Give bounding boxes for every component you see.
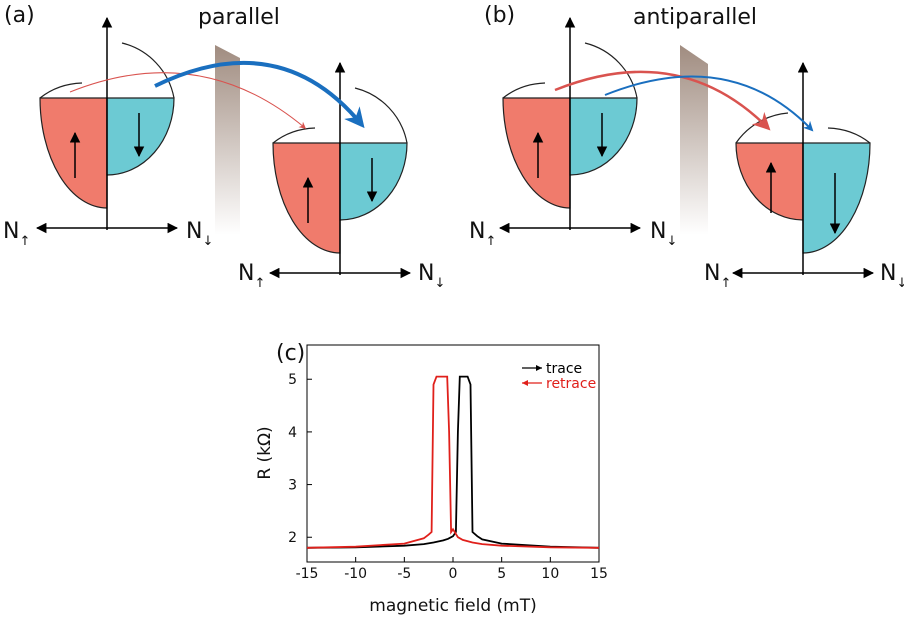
tunnel-arrow [69,72,307,129]
tunnel-arrow [154,60,365,129]
barrier [680,45,708,235]
x-tick-label: 0 [449,566,458,582]
axis-label: N↑ [3,219,30,249]
x-axis-label: magnetic field (mT) [369,596,536,616]
panel-title: antiparallel [633,5,757,30]
panel-title: parallel [198,5,280,30]
axis-label: N↑ [704,261,731,291]
x-tick-label: 5 [497,566,506,582]
x-tick-label: -5 [397,566,411,582]
tunnel-arrow [554,70,771,131]
tunnel-arrow [604,75,814,132]
dos [500,18,640,230]
y-tick-label: 5 [288,372,297,388]
dos [733,63,873,275]
axis-label: N↓ [418,261,445,291]
data-line [306,375,600,549]
axis-label: N↓ [650,219,677,249]
legend-label: retrace [546,376,596,392]
y-axis-label: R (kΩ) [255,426,275,479]
axis-label: N↓ [186,219,213,249]
x-tick-label: -15 [296,566,319,582]
x-tick-label: 10 [541,566,559,582]
x-tick-label: -10 [344,566,367,582]
x-tick-label: 15 [590,566,608,582]
y-tick-label: 2 [288,530,297,546]
legend-label: trace [546,361,582,377]
y-tick-label: 4 [288,425,297,441]
y-tick-label: 3 [288,478,297,494]
legend-arrowhead [536,365,542,371]
data-line [306,375,600,549]
axis-label: N↑ [469,219,496,249]
panel-label: (b) [484,3,515,28]
dos [37,18,177,230]
axis-label: N↑ [238,261,265,291]
axis-label: N↓ [880,261,904,291]
panel-label: (c) [276,341,305,366]
legend-arrowhead [522,380,528,386]
dos [270,63,410,275]
barrier [215,45,240,235]
panel-label: (a) [4,3,35,28]
